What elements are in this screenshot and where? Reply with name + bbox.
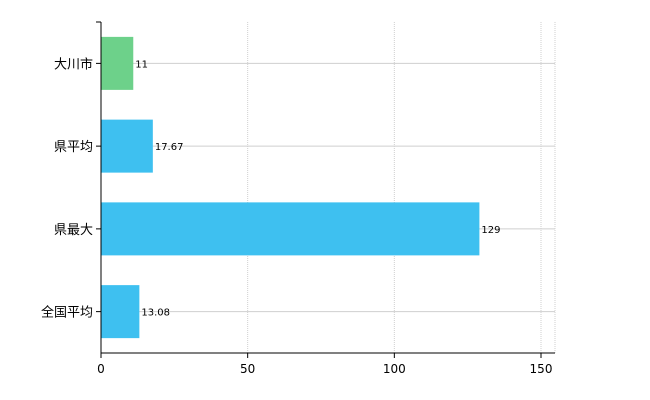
category-label: 県最大	[54, 223, 93, 238]
bar	[101, 285, 140, 339]
bar	[101, 36, 134, 90]
data-label: 11	[135, 59, 148, 70]
grid-layer	[101, 22, 556, 353]
category-label: 大川市	[54, 56, 93, 72]
x-tick-label: 100	[383, 362, 406, 376]
x-tick-label: 50	[240, 362, 255, 376]
category-label: 県平均	[54, 140, 93, 155]
labels-layer: 11 大川市 17.67 県平均 129 県最大 13.08 全国平均 0 50 100 150	[41, 56, 552, 376]
axis-layer	[96, 21, 555, 358]
bars-layer	[101, 36, 480, 339]
bar	[101, 202, 480, 256]
category-label: 全国平均	[41, 305, 93, 321]
bar	[101, 119, 153, 173]
x-tick-label: 150	[530, 362, 553, 376]
data-label: 13.08	[141, 308, 170, 319]
data-label: 129	[481, 225, 500, 236]
data-label: 17.67	[155, 142, 184, 153]
x-tick-label: 0	[97, 362, 105, 376]
